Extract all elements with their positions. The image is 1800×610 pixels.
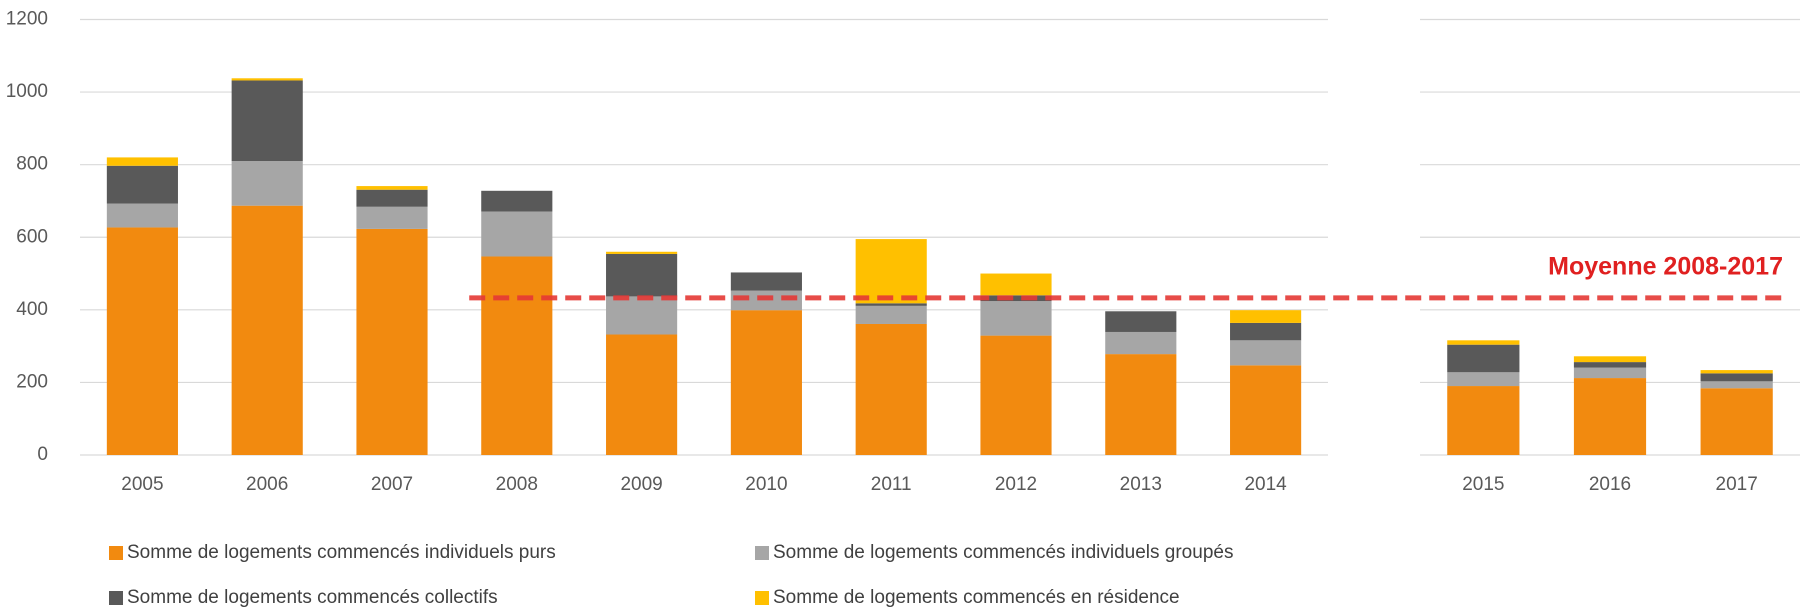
bar-segment xyxy=(1447,386,1520,455)
bar-segment xyxy=(356,186,428,190)
legend-swatch xyxy=(755,546,769,560)
bar-segment xyxy=(1700,381,1773,389)
bar-segment xyxy=(106,157,178,166)
legend-swatch xyxy=(109,591,123,605)
bar-segment xyxy=(481,190,553,212)
bar-segment xyxy=(730,272,802,291)
x-tick-label: 2010 xyxy=(745,474,787,495)
bar-segment xyxy=(1573,367,1647,379)
annotation-text: Moyenne 2008-2017 xyxy=(1548,252,1783,280)
x-tick-label: 2008 xyxy=(496,474,538,495)
x-tick-label: 2013 xyxy=(1120,474,1162,495)
x-tick-label: 2011 xyxy=(871,474,912,495)
bar-segment xyxy=(1230,340,1302,366)
bar-segment xyxy=(481,211,553,257)
bar-segment xyxy=(980,335,1052,455)
x-tick-label: 2015 xyxy=(1462,474,1504,495)
x-tick-label: 2006 xyxy=(246,474,288,495)
y-tick-label: 400 xyxy=(16,299,48,320)
y-tick-label: 1200 xyxy=(6,9,48,30)
legend-label: Somme de logements commencés individuels… xyxy=(773,542,1233,563)
x-tick-label: 2014 xyxy=(1244,474,1287,495)
bar-segment xyxy=(606,251,678,254)
bar-segment xyxy=(1230,365,1302,455)
bar-segment xyxy=(1700,370,1773,374)
bar-segment xyxy=(106,227,178,455)
bar-segment xyxy=(980,295,1052,302)
bar-segment xyxy=(231,78,303,81)
bar-segment xyxy=(356,228,428,455)
bar-segment xyxy=(730,310,802,455)
y-tick-label: 0 xyxy=(37,444,48,465)
bar-segment xyxy=(106,165,178,204)
x-tick-label: 2005 xyxy=(121,474,163,495)
bar-segment xyxy=(606,253,678,297)
y-tick-label: 200 xyxy=(16,371,48,392)
bar-segment xyxy=(1230,322,1302,341)
bar-segment xyxy=(730,290,802,311)
x-tick-label: 2007 xyxy=(371,474,413,495)
y-tick-label: 600 xyxy=(16,226,48,247)
bar-segment xyxy=(1573,356,1647,363)
x-tick-label: 2017 xyxy=(1716,474,1758,495)
bar-segment xyxy=(1573,362,1647,368)
bar-segment xyxy=(1105,311,1177,332)
bar-segment xyxy=(1447,340,1520,345)
bar-segment xyxy=(481,256,553,455)
bar-segment xyxy=(855,303,927,306)
bar-segment xyxy=(855,239,927,304)
bar-segment xyxy=(855,305,927,324)
legend-swatch xyxy=(109,546,123,560)
bar-segment xyxy=(1447,372,1520,387)
bar-segment xyxy=(356,206,428,229)
x-tick-label: 2009 xyxy=(620,474,662,495)
bar-segment xyxy=(980,301,1052,336)
bar-segment xyxy=(606,334,678,455)
bar-segment xyxy=(1700,373,1773,382)
bar-segment xyxy=(106,203,178,228)
x-tick-label: 2012 xyxy=(995,474,1037,495)
bar-segment xyxy=(231,205,303,455)
bar-segment xyxy=(980,273,1052,296)
bar-segment xyxy=(356,189,428,207)
bar-segment xyxy=(231,80,303,162)
legend-label: Somme de logements commencés collectifs xyxy=(127,587,498,608)
bar-segment xyxy=(1105,331,1177,355)
bar-segment xyxy=(1105,354,1177,455)
y-tick-label: 1000 xyxy=(6,81,48,102)
x-tick-label: 2016 xyxy=(1589,474,1631,495)
bar-segment xyxy=(231,161,303,206)
bar-segment xyxy=(1447,344,1520,373)
legend-label: Somme de logements commencés en résidenc… xyxy=(773,587,1180,608)
legend-swatch xyxy=(755,591,769,605)
y-tick-label: 800 xyxy=(16,154,48,175)
bar-segment xyxy=(606,296,678,335)
bar-segment xyxy=(1230,310,1302,323)
bar-segment xyxy=(1700,388,1773,455)
bar-segment xyxy=(1573,378,1647,455)
legend-label: Somme de logements commencés individuels… xyxy=(127,542,556,563)
bar-segment xyxy=(855,323,927,455)
